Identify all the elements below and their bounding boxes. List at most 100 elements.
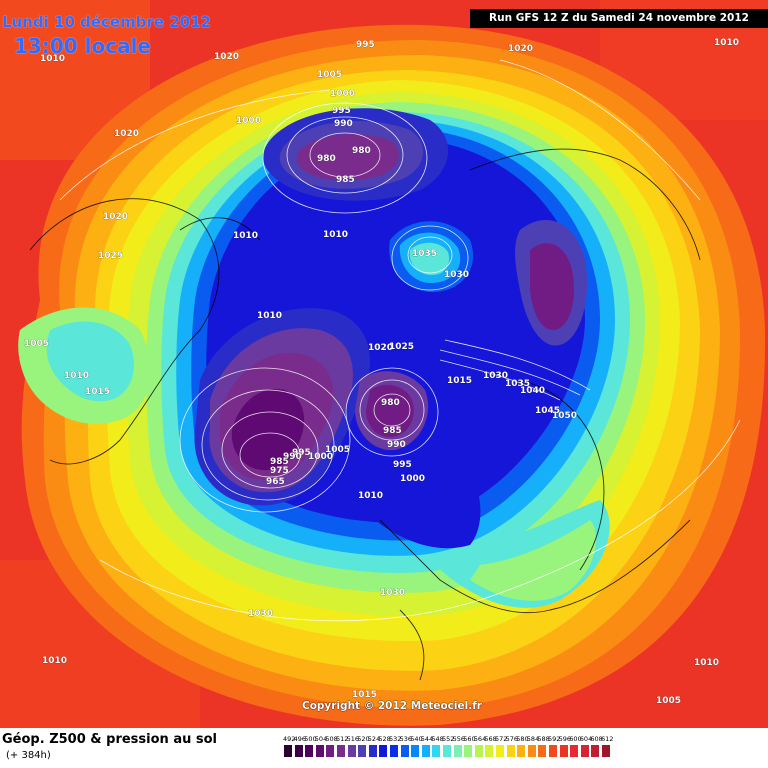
legend-swatch: [517, 745, 526, 757]
pressure-label: 1005: [325, 445, 350, 455]
pressure-label: 1035: [505, 379, 530, 389]
legend-swatch: [591, 745, 600, 757]
legend-tick-label: 520: [357, 735, 370, 743]
legend-swatch: [326, 745, 335, 757]
legend-tick-label: 604: [579, 735, 593, 743]
legend-tick-label: 564: [473, 735, 487, 743]
legend-swatch: [506, 745, 515, 757]
legend-tick-label: 492: [283, 735, 296, 743]
legend-swatch: [443, 745, 451, 757]
copyright-notice: Copyright © 2012 Meteociel.fr: [302, 700, 482, 712]
lead-time: (+ 384h): [6, 750, 51, 761]
pressure-label: 1030: [444, 270, 469, 280]
legend-swatch: [284, 745, 292, 757]
legend-swatch: [305, 745, 314, 757]
pressure-label: 990: [387, 440, 406, 450]
pressure-label: 1010: [257, 311, 282, 321]
pressure-label: 1010: [358, 491, 383, 501]
pressure-label: 1010: [42, 656, 67, 666]
pressure-label: 1030: [380, 588, 405, 598]
pressure-labels: 995 1020 1010 1020 1010 1005 1000 995 99…: [24, 38, 739, 706]
legend-swatch: [538, 745, 547, 757]
pressure-label: 1010: [714, 38, 739, 48]
pressure-label: 1045: [535, 406, 560, 416]
legend-tick-label: 540: [410, 735, 423, 743]
geopotential-field: [0, 0, 768, 728]
pressure-label: 1010: [323, 230, 348, 240]
pressure-label: 1020: [214, 52, 239, 62]
legend-tick-label: 588: [537, 735, 550, 743]
legend-tick-label: 556: [452, 735, 466, 743]
pressure-label: 1010: [40, 54, 65, 64]
pressure-label: 1000: [308, 452, 333, 462]
legend-tick-label: 584: [526, 735, 540, 743]
pressure-label: 1050: [552, 411, 577, 421]
pressure-label: 1010: [694, 658, 719, 668]
pressure-label: 1035: [412, 249, 437, 259]
legend-swatch: [390, 745, 398, 757]
pressure-label: 1005: [24, 339, 49, 349]
run-banner: Run GFS 12 Z du Samedi 24 novembre 2012: [470, 9, 768, 28]
legend-swatch: [496, 745, 504, 757]
legend-swatch: [315, 745, 324, 757]
pressure-label: 995: [356, 40, 375, 50]
pressure-label: 1000: [400, 474, 425, 484]
legend-tick-label: 596: [558, 735, 572, 743]
pressure-label: 1000: [330, 89, 355, 99]
legend-swatch: [570, 745, 579, 757]
legend-tick-label: 560: [463, 735, 476, 743]
legend-swatch: [379, 745, 388, 757]
pressure-label: 995: [292, 448, 311, 458]
pressure-label: 1030: [248, 609, 273, 619]
legend-tick-label: 532: [389, 735, 402, 743]
legend-swatch: [485, 745, 494, 757]
legend-swatch: [411, 745, 420, 757]
pressure-label: 1025: [98, 251, 123, 261]
legend-tick-label: 512: [336, 735, 349, 743]
legend-tick-label: 608: [590, 735, 603, 743]
pressure-label: 995: [332, 106, 351, 116]
legend-tick-label: 600: [569, 735, 582, 743]
product-title: Géop. Z500 & pression au sol: [2, 732, 217, 747]
legend-swatch: [464, 745, 473, 757]
legend-tick-label: 508: [325, 735, 338, 743]
legend-swatch: [368, 745, 377, 757]
pressure-label: 980: [352, 146, 371, 156]
legend-tick-label: 552: [442, 735, 455, 743]
legend-swatch: [527, 745, 536, 757]
legend-tick-label: 500: [304, 735, 317, 743]
legend-swatch: [580, 745, 589, 757]
pressure-label: 1025: [389, 342, 414, 352]
valid-hour: 13:00 locale: [14, 34, 151, 58]
legend-swatch: [453, 745, 462, 757]
pressure-label: 1005: [317, 70, 342, 80]
pressure-label: 990: [283, 452, 302, 462]
legend-tick-label: 536: [399, 735, 413, 743]
pressure-label: 1015: [85, 387, 110, 397]
pressure-label: 965: [266, 477, 285, 487]
legend-swatch: [400, 745, 409, 757]
legend-tick-label: 572: [495, 735, 508, 743]
coastlines: [29, 148, 701, 681]
legend-tick-label: 516: [346, 735, 360, 743]
legend-tick-label: 548: [431, 735, 444, 743]
legend-tick-label: 528: [378, 735, 391, 743]
legend-tick-label: 576: [505, 735, 519, 743]
pressure-label: 985: [336, 175, 355, 185]
pressure-label: 1000: [236, 116, 261, 126]
pressure-label: 990: [334, 119, 353, 129]
pressure-label: 980: [317, 154, 336, 164]
pressure-label: 995: [393, 460, 412, 470]
pressure-label: 1010: [64, 371, 89, 381]
legend-tick-label: 496: [293, 735, 307, 743]
pressure-label: 1020: [114, 129, 139, 139]
legend-tick-label: 524: [367, 735, 381, 743]
legend-tick-label: 592: [548, 735, 561, 743]
legend-tick-label: 612: [601, 735, 614, 743]
pressure-label: 1005: [656, 696, 681, 706]
legend-swatch: [602, 745, 610, 757]
legend-swatch: [421, 745, 430, 757]
valid-date: Lundi 10 décembre 2012: [2, 13, 211, 31]
legend-swatch: [474, 745, 483, 757]
legend-swatch: [347, 745, 356, 757]
